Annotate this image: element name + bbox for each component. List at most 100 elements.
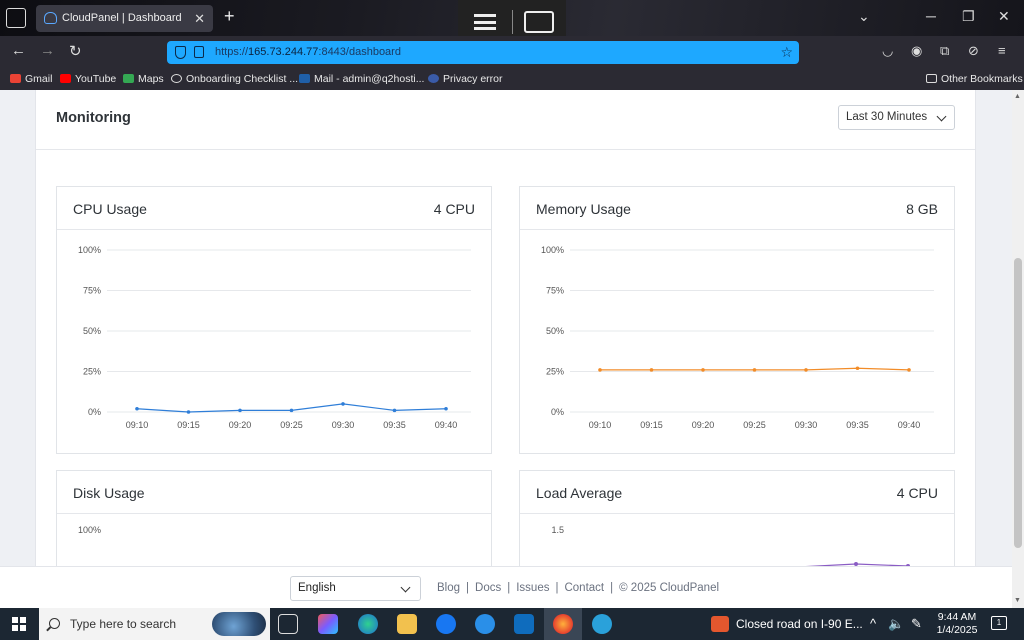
keyboard-icon[interactable] (524, 11, 554, 33)
file-explorer-icon[interactable] (397, 614, 417, 634)
show-hidden-icons-icon[interactable]: ^ (870, 616, 877, 631)
bookmark-label: Other Bookmarks (941, 73, 1023, 85)
new-tab-icon[interactable]: + (224, 6, 235, 26)
footer-link-blog[interactable]: Blog (437, 582, 461, 594)
page-scrollbar[interactable]: ▲ ▼ (1012, 90, 1024, 608)
firefox-icon[interactable] (553, 614, 573, 634)
monitoring-header: Monitoring Last 30 Minutes (36, 90, 975, 150)
language-value: English (298, 582, 336, 594)
memory-x-tick-label: 09:10 (589, 420, 612, 430)
menu-icon[interactable]: ≡ (998, 43, 1006, 58)
news-car-icon[interactable] (711, 616, 729, 632)
minimize-icon[interactable]: ─ (926, 8, 936, 24)
memory-x-tick-label: 09:20 (692, 420, 715, 430)
load-point (854, 562, 858, 566)
outlook-icon[interactable] (514, 614, 534, 634)
cpu-data-point (238, 408, 242, 413)
tab-overview-icon[interactable] (6, 8, 26, 28)
close-window-icon[interactable]: ✕ (998, 8, 1010, 24)
news-widget[interactable]: Closed road on I-90 E... (736, 617, 863, 631)
edge-icon[interactable] (358, 614, 378, 634)
gmail-icon (10, 74, 21, 83)
tab-title: CloudPanel | Dashboard (62, 12, 182, 24)
memory-x-tick-label: 09:30 (795, 420, 818, 430)
folder-icon (926, 74, 937, 83)
bookmark-mail[interactable]: Mail - admin@q2hosti... (299, 73, 424, 85)
scrollbar-thumb[interactable] (1014, 258, 1022, 548)
cpu-data-point (341, 402, 345, 406)
bookmark-privacy-error[interactable]: Privacy error (428, 73, 503, 85)
cpu-usage-chart: 100% 75% 50% 25% 0% 09:10 09:15 09:20 09:25 09:30… (78, 245, 471, 430)
task-view-icon[interactable] (278, 614, 298, 634)
url-host: 165.73.244.77 (248, 46, 319, 58)
bookmark-maps[interactable]: Maps (123, 73, 164, 85)
restore-icon[interactable]: ❐ (962, 8, 975, 24)
bookmark-label: Mail - admin@q2hosti... (314, 73, 425, 85)
telegram-icon[interactable] (592, 614, 612, 634)
lock-icon[interactable] (194, 46, 204, 58)
disk-card-title: Disk Usage (73, 485, 145, 501)
scroll-up-icon[interactable]: ▲ (1014, 93, 1021, 100)
bookmark-youtube[interactable]: YouTube (60, 73, 116, 85)
cpu-x-tick-label: 09:35 (383, 420, 406, 430)
url-bar[interactable]: https://165.73.244.77:8443/dashboard ☆ (167, 41, 799, 64)
load-y-tick-label: 1.5 (551, 525, 564, 535)
back-arrow-icon[interactable]: ← (11, 42, 26, 59)
cpu-data-point (186, 410, 191, 414)
language-select[interactable]: English (290, 576, 421, 601)
load-card-title: Load Average (536, 485, 623, 501)
memory-data-point (752, 368, 757, 372)
cpu-x-tick-label: 09:20 (229, 420, 252, 430)
extensions-icon[interactable]: ⧉ (940, 43, 950, 58)
load-card-header: Load Average 4 CPU (520, 471, 954, 514)
bookmark-star-icon[interactable]: ☆ (780, 44, 793, 60)
account-icon[interactable]: ◉ (911, 43, 923, 58)
memory-card-header: Memory Usage 8 GB (520, 187, 954, 230)
page-content: Monitoring Last 30 Minutes CPU Usage 4 C… (0, 90, 1012, 566)
time-range-select[interactable]: Last 30 Minutes (838, 105, 955, 130)
cpu-card-title: CPU Usage (73, 201, 147, 217)
pocket-icon[interactable]: ◡ (882, 43, 894, 58)
scroll-down-icon[interactable]: ▼ (1014, 597, 1021, 604)
bookmark-label: Onboarding Checklist ... (186, 73, 299, 85)
memory-x-tick-label: 09:25 (743, 420, 766, 430)
memory-usage-card: Memory Usage 8 GB 100% 75% 50% 25% 0% 09:10 09… (519, 186, 955, 454)
tab-list-chevron-icon[interactable]: ⌄ (858, 8, 870, 24)
footer-link-docs[interactable]: Docs (475, 582, 502, 594)
search-highlight-image (212, 612, 266, 636)
extension-sync-icon[interactable]: ⊘ (968, 43, 979, 58)
shield-icon[interactable] (175, 46, 186, 59)
taskbar-search-box[interactable]: Type here to search (39, 608, 270, 640)
tab-cloudpanel-dashboard[interactable]: CloudPanel | Dashboard ✕ (36, 5, 213, 32)
disk-usage-chart: 100% (78, 525, 101, 535)
bookmark-label: Maps (138, 73, 164, 85)
url-prefix: https:// (215, 46, 249, 58)
clock-date: 1/4/2025 (936, 624, 978, 636)
bookmark-onboarding[interactable]: Onboarding Checklist ... (171, 73, 298, 85)
notification-icon[interactable]: 1 (991, 616, 1007, 630)
app-icon[interactable] (475, 614, 495, 634)
other-bookmarks[interactable]: Other Bookmarks (926, 73, 1023, 85)
volume-icon[interactable]: 🔈 (888, 616, 905, 631)
bookmark-gmail[interactable]: Gmail (10, 73, 52, 85)
cpu-x-tick-label: 09:15 (177, 420, 200, 430)
copilot-icon[interactable] (318, 614, 338, 634)
memory-card-badge: 8 GB (906, 201, 938, 217)
pen-icon[interactable]: ✎ (911, 616, 922, 631)
memory-x-tick-label: 09:15 (640, 420, 663, 430)
facebook-icon[interactable] (436, 614, 456, 634)
load-card-badge: 4 CPU (896, 485, 938, 501)
taskbar-clock[interactable]: 9:44 AM 1/4/2025 (936, 611, 978, 637)
footer-link-issues[interactable]: Issues (516, 582, 550, 594)
reload-icon[interactable]: ↻ (69, 43, 82, 60)
hamburger-menu-icon[interactable] (474, 14, 496, 30)
footer-links: Blog | Docs | Issues | Contact | © 2025 CloudPan… (437, 582, 720, 594)
footer-link-contact[interactable]: Contact (564, 582, 605, 594)
browser-navbar: ← → ↻ https://165.73.244.77:8443/dashboa… (0, 36, 1024, 68)
chevron-down-icon (400, 582, 411, 593)
cloud-favicon-icon (44, 12, 57, 24)
cpu-data-point (135, 406, 139, 411)
forward-arrow-icon[interactable]: → (40, 42, 55, 59)
windows-start-icon[interactable] (12, 617, 26, 631)
close-tab-icon[interactable]: ✕ (194, 11, 205, 26)
